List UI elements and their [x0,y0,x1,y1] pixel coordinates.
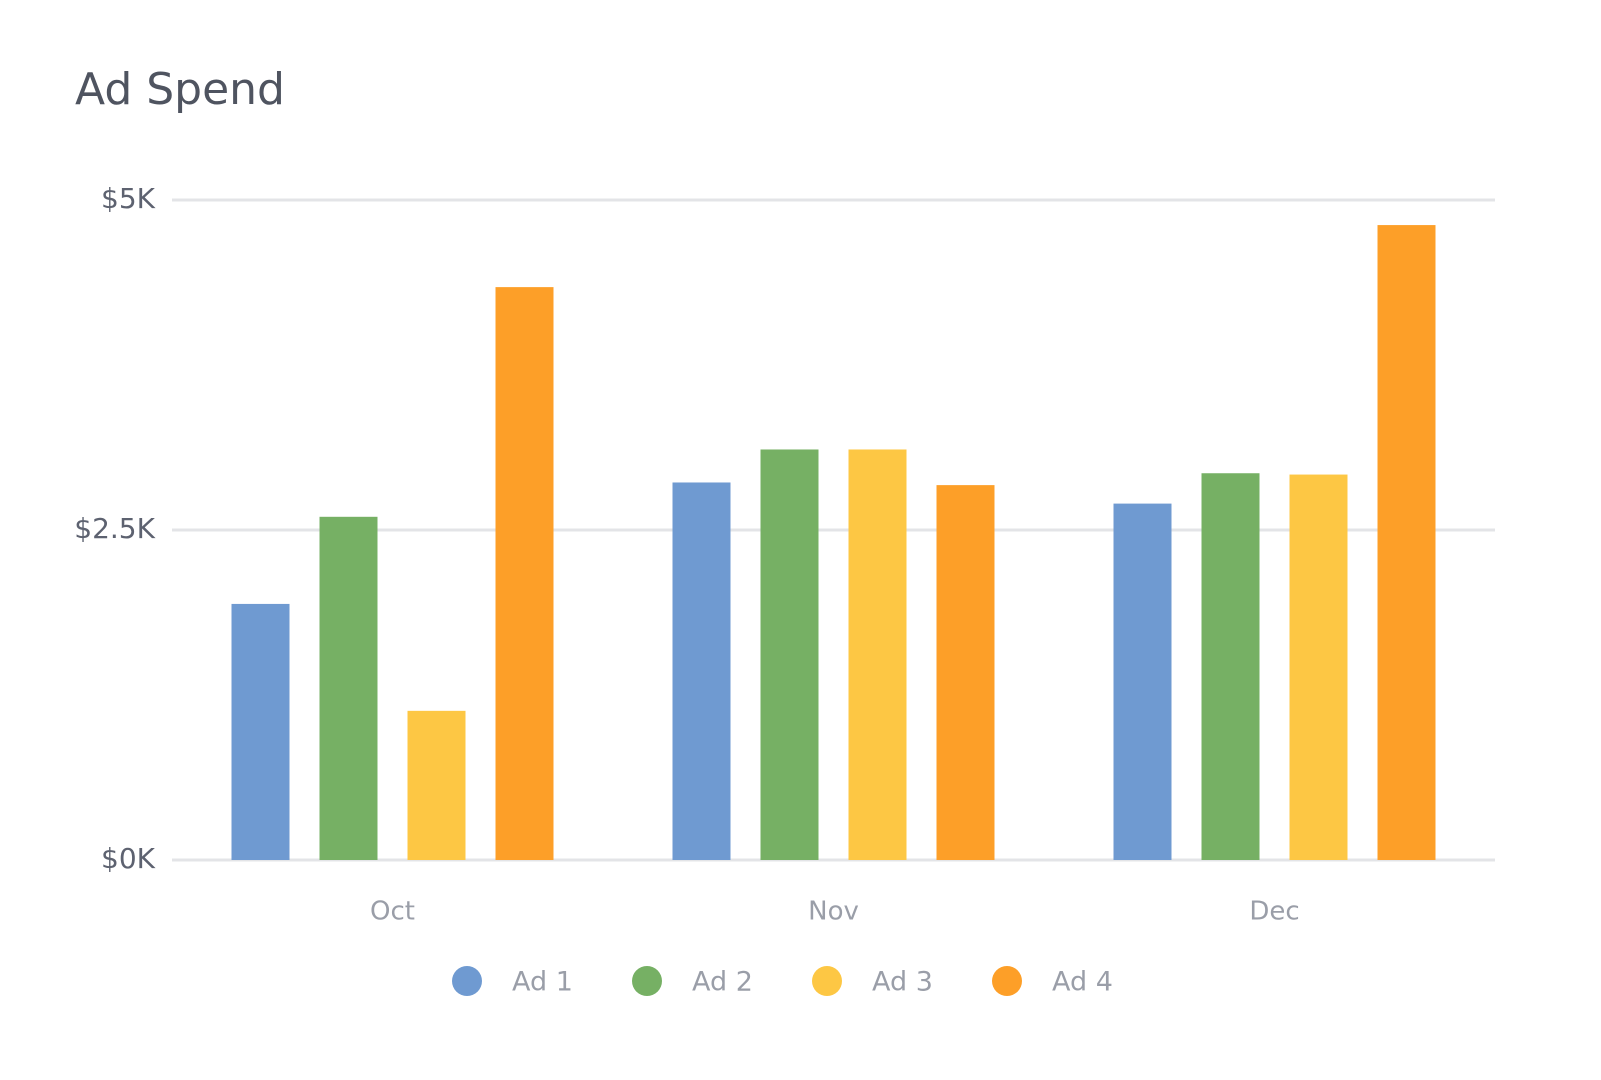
y-tick-label: $0K [101,842,156,875]
legend-swatch [632,966,662,996]
bar [319,516,378,860]
y-tick-label: $5K [101,182,156,215]
legend-label: Ad 3 [872,967,933,998]
bar [1289,474,1348,860]
chart-title: Ad Spend [75,64,285,115]
bar [1201,473,1260,860]
legend-label: Ad 2 [692,967,753,998]
legend-label: Ad 4 [1052,967,1113,998]
bar [1113,503,1172,860]
x-tick-label: Dec [1249,897,1299,927]
legend-label: Ad 1 [512,967,573,998]
bar [848,449,907,860]
bar [1377,225,1436,860]
bar [760,449,819,860]
x-tick-label: Oct [370,897,415,927]
bar [407,710,466,860]
bar [495,287,554,860]
bar [936,485,995,860]
legend-swatch [992,966,1022,996]
legend-swatch [452,966,482,996]
x-tick-label: Nov [808,897,859,927]
bar [672,482,731,860]
bar [231,603,290,860]
y-tick-label: $2.5K [74,512,155,545]
legend-swatch [812,966,842,996]
